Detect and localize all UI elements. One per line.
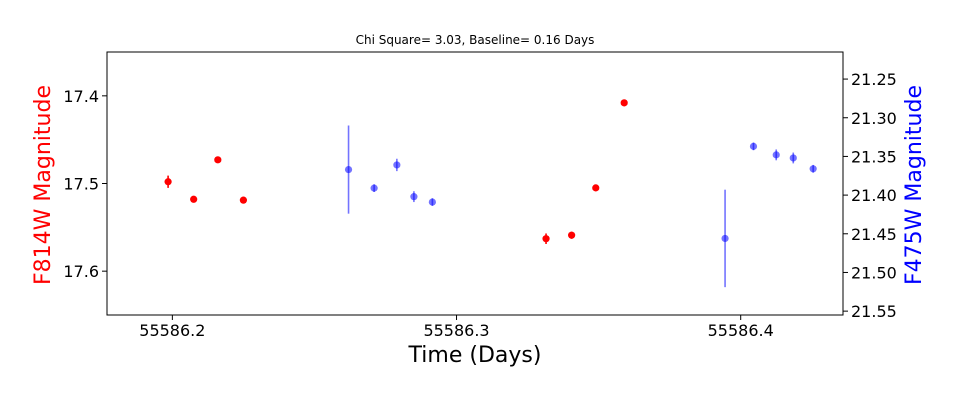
f814w-data-point xyxy=(214,156,222,164)
chart-title: Chi Square= 3.03, Baseline= 0.16 Days xyxy=(356,33,595,47)
right-y-tick-label: 21.30 xyxy=(851,109,897,128)
right-y-axis-label: F475W Magnitude xyxy=(902,85,927,285)
left-y-axis-ticks: 17.4 17.5 17.6 xyxy=(63,87,107,281)
f475w-data-point xyxy=(428,198,436,206)
f475w-data-point xyxy=(721,234,729,243)
right-y-tick-label: 21.45 xyxy=(851,225,897,244)
f475w-data-point xyxy=(410,193,418,201)
f475w-data-point xyxy=(344,165,353,174)
f814w-data-point xyxy=(190,195,198,203)
f814w-data-point xyxy=(542,235,550,243)
right-y-axis-ticks: 21.25 21.30 21.35 21.40 21.45 21.50 21.55 xyxy=(843,70,897,321)
f475w-data-point xyxy=(789,154,797,162)
left-y-tick-label: 17.5 xyxy=(63,175,99,194)
right-y-tick-label: 21.25 xyxy=(851,70,897,89)
x-tick-label: 55586.2 xyxy=(139,321,205,340)
x-tick-label: 55586.3 xyxy=(423,321,489,340)
f814w-data-point xyxy=(239,196,248,204)
f814w-data-point xyxy=(164,178,172,186)
x-axis-label: Time (Days) xyxy=(408,343,542,368)
right-y-tick-label: 21.55 xyxy=(851,302,897,321)
f475w-data-point xyxy=(749,142,758,150)
left-y-tick-label: 17.4 xyxy=(63,87,99,106)
f814w-data-point xyxy=(568,231,576,239)
f475w-data-point xyxy=(393,161,401,169)
plot-frame xyxy=(106,51,844,316)
right-y-tick-label: 21.50 xyxy=(851,263,897,282)
left-y-axis-label: F814W Magnitude xyxy=(31,85,56,285)
right-y-tick-label: 21.35 xyxy=(851,147,897,166)
f475w-data-point xyxy=(772,151,780,159)
left-y-tick-label: 17.6 xyxy=(63,262,99,281)
f475w-data-point xyxy=(370,184,378,192)
f814w-data-point xyxy=(592,184,600,192)
x-axis-ticks: 55586.2 55586.3 55586.4 xyxy=(139,315,774,340)
f475w-data-point xyxy=(809,165,817,173)
f814w-data-point xyxy=(620,99,628,107)
plot-area xyxy=(164,99,817,288)
x-tick-label: 55586.4 xyxy=(708,321,774,340)
right-y-tick-label: 21.40 xyxy=(851,186,897,205)
